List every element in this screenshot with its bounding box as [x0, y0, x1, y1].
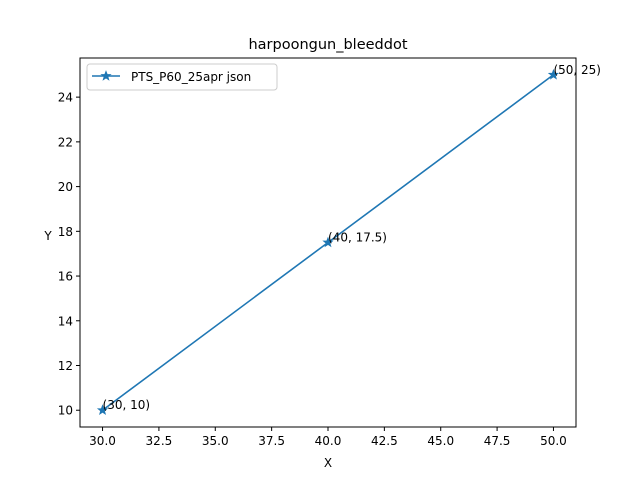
y-axis-ticks: 10 12 14 16 18 20 22 24 — [58, 91, 80, 418]
legend-box — [86, 63, 278, 91]
x-tick-label: 37.5 — [258, 434, 285, 448]
data-point-marker — [322, 236, 334, 248]
x-axis-label: X — [324, 456, 332, 470]
x-tick-label: 50.0 — [540, 434, 567, 448]
x-tick-label: 45.0 — [427, 434, 454, 448]
x-tick-label: 42.5 — [371, 434, 398, 448]
x-tick-label: 30.0 — [89, 434, 116, 448]
y-tick-label: 24 — [58, 91, 73, 105]
y-tick-label: 22 — [58, 135, 73, 149]
legend-label: PTS_P60_25apr json — [131, 70, 251, 84]
y-axis-label: Y — [43, 229, 52, 243]
data-point-marker — [547, 68, 560, 80]
point-annotation: (40, 17.5) — [328, 231, 387, 245]
legend: PTS_P60_25apr json — [86, 63, 278, 91]
data-point-marker — [96, 404, 109, 416]
y-tick-label: 18 — [58, 225, 73, 239]
x-axis-ticks: 30.0 32.5 35.0 37.5 40.0 42.5 45.0 47.5 50.0 — [89, 427, 567, 448]
x-tick-label: 47.5 — [484, 434, 511, 448]
y-tick-label: 20 — [58, 180, 73, 194]
point-annotation: (30, 10) — [103, 398, 151, 412]
chart-title: harpoongun_bleeddot — [248, 37, 407, 53]
y-tick-label: 10 — [58, 404, 73, 418]
y-tick-label: 12 — [58, 359, 73, 373]
x-tick-label: 40.0 — [315, 434, 342, 448]
y-tick-label: 14 — [58, 314, 73, 328]
x-tick-label: 32.5 — [146, 434, 173, 448]
plot-marks: (30, 10) (40, 17.5) (50, 25) — [96, 63, 601, 416]
x-tick-label: 35.0 — [202, 434, 229, 448]
point-annotation: (50, 25) — [553, 63, 601, 77]
y-tick-label: 16 — [58, 270, 73, 284]
legend-star-marker — [100, 70, 112, 81]
